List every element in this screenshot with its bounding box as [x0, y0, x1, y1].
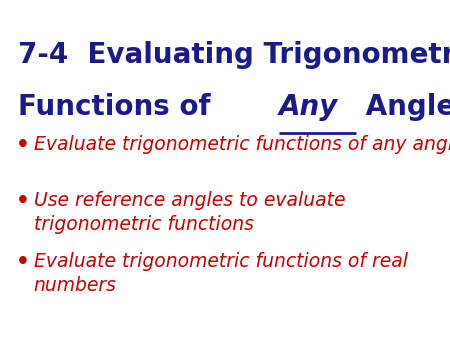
Text: •: •	[16, 252, 30, 272]
Text: 7-4  Evaluating Trigonometric: 7-4 Evaluating Trigonometric	[18, 41, 450, 69]
Text: •: •	[16, 135, 30, 155]
Text: Evaluate trigonometric functions of real
numbers: Evaluate trigonometric functions of real…	[34, 252, 408, 295]
Text: Functions of: Functions of	[18, 93, 220, 121]
Text: Use reference angles to evaluate
trigonometric functions: Use reference angles to evaluate trigono…	[34, 191, 345, 234]
Text: Any: Any	[279, 93, 338, 121]
Text: •: •	[16, 191, 30, 211]
Text: Evaluate trigonometric functions of any angle: Evaluate trigonometric functions of any …	[34, 135, 450, 154]
Text: Angle: Angle	[356, 93, 450, 121]
